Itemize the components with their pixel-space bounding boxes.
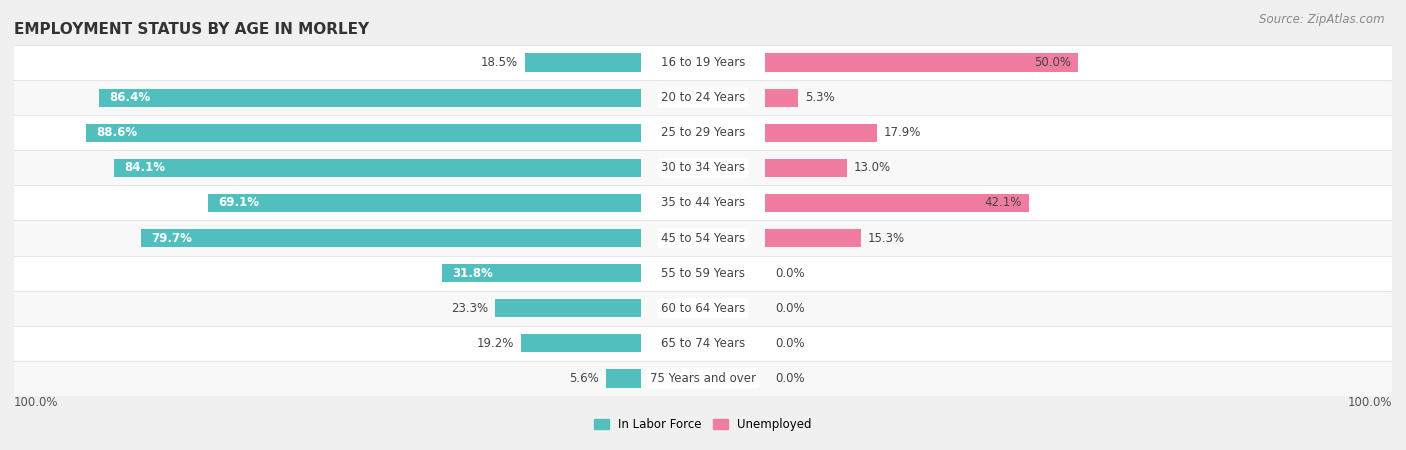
Text: 15.3%: 15.3%: [868, 232, 905, 244]
Text: 17.9%: 17.9%: [884, 126, 921, 139]
Bar: [524, 54, 641, 72]
Text: 0.0%: 0.0%: [775, 372, 806, 385]
Bar: [208, 194, 641, 212]
FancyBboxPatch shape: [14, 220, 1392, 256]
Text: 25 to 29 Years: 25 to 29 Years: [661, 126, 745, 139]
Bar: [520, 334, 641, 352]
Bar: [765, 229, 860, 247]
FancyBboxPatch shape: [14, 291, 1392, 326]
Text: 100.0%: 100.0%: [14, 396, 59, 409]
Text: 50.0%: 50.0%: [1035, 56, 1071, 69]
Text: 42.1%: 42.1%: [984, 197, 1022, 209]
Text: 79.7%: 79.7%: [152, 232, 193, 244]
FancyBboxPatch shape: [14, 80, 1392, 115]
Text: 19.2%: 19.2%: [477, 337, 513, 350]
Bar: [142, 229, 641, 247]
Text: 18.5%: 18.5%: [481, 56, 519, 69]
Text: 100.0%: 100.0%: [1347, 396, 1392, 409]
Bar: [765, 54, 1078, 72]
FancyBboxPatch shape: [14, 115, 1392, 150]
Text: 69.1%: 69.1%: [218, 197, 259, 209]
Text: 65 to 74 Years: 65 to 74 Years: [661, 337, 745, 350]
Bar: [441, 264, 641, 282]
FancyBboxPatch shape: [14, 256, 1392, 291]
Text: 84.1%: 84.1%: [124, 162, 165, 174]
Text: 60 to 64 Years: 60 to 64 Years: [661, 302, 745, 315]
Text: 13.0%: 13.0%: [853, 162, 890, 174]
Text: 31.8%: 31.8%: [451, 267, 494, 279]
Text: 86.4%: 86.4%: [110, 91, 150, 104]
FancyBboxPatch shape: [14, 150, 1392, 185]
Text: 30 to 34 Years: 30 to 34 Years: [661, 162, 745, 174]
Bar: [100, 89, 641, 107]
Text: 5.3%: 5.3%: [806, 91, 835, 104]
Text: 75 Years and over: 75 Years and over: [650, 372, 756, 385]
Bar: [86, 124, 641, 142]
Text: EMPLOYMENT STATUS BY AGE IN MORLEY: EMPLOYMENT STATUS BY AGE IN MORLEY: [14, 22, 370, 37]
Text: 55 to 59 Years: 55 to 59 Years: [661, 267, 745, 279]
Text: 5.6%: 5.6%: [569, 372, 599, 385]
FancyBboxPatch shape: [14, 361, 1392, 396]
Text: 45 to 54 Years: 45 to 54 Years: [661, 232, 745, 244]
FancyBboxPatch shape: [14, 45, 1392, 80]
FancyBboxPatch shape: [14, 326, 1392, 361]
Text: 0.0%: 0.0%: [775, 302, 806, 315]
Bar: [765, 159, 846, 177]
FancyBboxPatch shape: [14, 185, 1392, 220]
Text: 88.6%: 88.6%: [96, 126, 136, 139]
Text: 16 to 19 Years: 16 to 19 Years: [661, 56, 745, 69]
Text: 0.0%: 0.0%: [775, 337, 806, 350]
Text: 35 to 44 Years: 35 to 44 Years: [661, 197, 745, 209]
Bar: [765, 124, 877, 142]
Text: Source: ZipAtlas.com: Source: ZipAtlas.com: [1260, 14, 1385, 27]
Bar: [495, 299, 641, 317]
Legend: In Labor Force, Unemployed: In Labor Force, Unemployed: [589, 413, 817, 436]
Text: 20 to 24 Years: 20 to 24 Years: [661, 91, 745, 104]
Bar: [114, 159, 641, 177]
Text: 0.0%: 0.0%: [775, 267, 806, 279]
Bar: [765, 194, 1029, 212]
Bar: [765, 89, 799, 107]
Text: 23.3%: 23.3%: [451, 302, 488, 315]
Bar: [606, 369, 641, 387]
